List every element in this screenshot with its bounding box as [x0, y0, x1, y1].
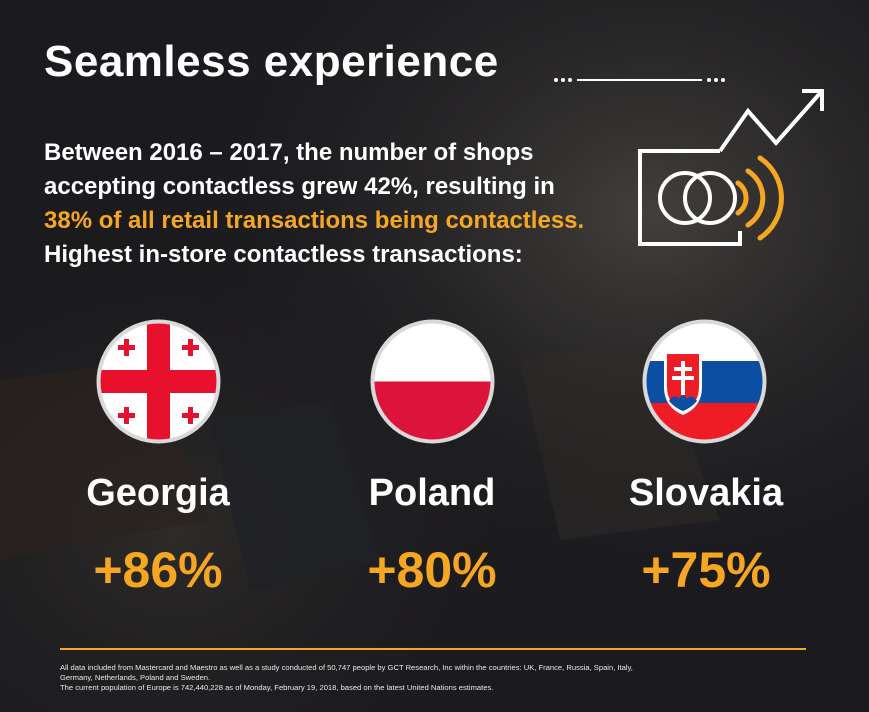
country-name-georgia: Georgia [86, 472, 230, 514]
intro-line-2: accepting contactless grew 42%, resultin… [44, 173, 555, 200]
footnote-line-3: The current population of Europe is 742,… [60, 683, 494, 692]
intro-line-1: Between 2016 – 2017, the number of shops [44, 139, 534, 166]
title-dotted-rule [554, 78, 725, 82]
contactless-card-growth-icon [638, 89, 824, 246]
footnote-line-2: Germany, Netherlands, Poland and Sweden. [60, 673, 211, 682]
change-georgia: +86% [93, 542, 223, 598]
footnote-line-1: All data included from Mastercard and Ma… [60, 663, 633, 672]
change-poland: +80% [367, 542, 497, 598]
country-name-poland: Poland [368, 472, 496, 514]
intro-text: Between 2016 – 2017, the number of shops… [44, 136, 644, 272]
georgia-flag-icon [96, 319, 221, 444]
country-name-slovakia: Slovakia [628, 472, 784, 514]
footnote: All data included from Mastercard and Ma… [60, 663, 820, 693]
poland-flag-icon [370, 319, 495, 444]
intro-line-4: Highest in-store contactless transaction… [44, 241, 523, 268]
page-title: Seamless experience [44, 37, 499, 86]
footer-divider [60, 648, 806, 650]
slovakia-flag-icon [642, 319, 767, 444]
intro-highlight: 38% of all retail transactions being con… [44, 207, 585, 234]
change-slovakia: +75% [641, 542, 771, 598]
